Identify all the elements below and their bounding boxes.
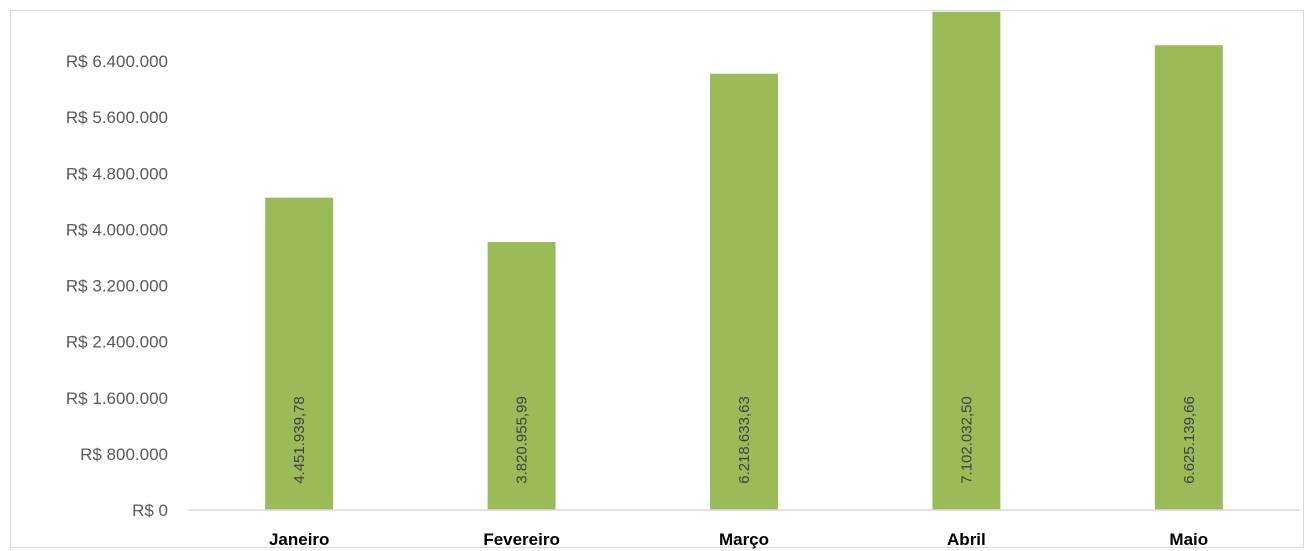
bar-abril [932,11,1001,510]
y-axis-ticks: R$ 0 R$ 800.000 R$ 1.600.000 R$ 2.400.000 R$… [66,52,168,520]
y-tick-label: R$ 1.600.000 [66,389,168,408]
data-label: 4.451.939,78 [291,396,308,484]
data-label: 3.820.955,99 [514,396,531,484]
bars [265,11,1223,511]
y-tick-label: R$ 3.200.000 [66,277,168,296]
y-tick-label: R$ 4.800.000 [66,164,168,183]
y-tick-label: R$ 800.000 [80,445,168,464]
x-tick-label: Janeiro [269,530,329,549]
x-axis-labels: Janeiro Fevereiro Março Abril Maio [269,530,1208,549]
x-tick-label: Fevereiro [483,530,560,549]
data-label: 6.625.139,66 [1181,396,1198,484]
bar-fevereiro [487,241,556,511]
y-tick-label: R$ 4.000.000 [66,220,168,239]
y-tick-label: R$ 0 [132,501,168,520]
x-tick-label: Março [719,530,769,549]
bar-janeiro [265,197,334,511]
x-tick-label: Abril [947,530,986,549]
x-tick-label: Maio [1169,530,1208,549]
y-tick-label: R$ 6.400.000 [66,52,168,71]
y-tick-label: R$ 5.600.000 [66,108,168,127]
chart-frame [10,10,1304,548]
data-label: 7.102.032,50 [958,396,975,484]
data-labels: 4.451.939,78 3.820.955,99 6.218.633,63 7.10… [291,396,1198,484]
data-label: 6.218.633,63 [736,396,753,484]
y-tick-label: R$ 2.400.000 [66,333,168,352]
bar-março [710,73,778,510]
bar-maio [1154,45,1223,510]
